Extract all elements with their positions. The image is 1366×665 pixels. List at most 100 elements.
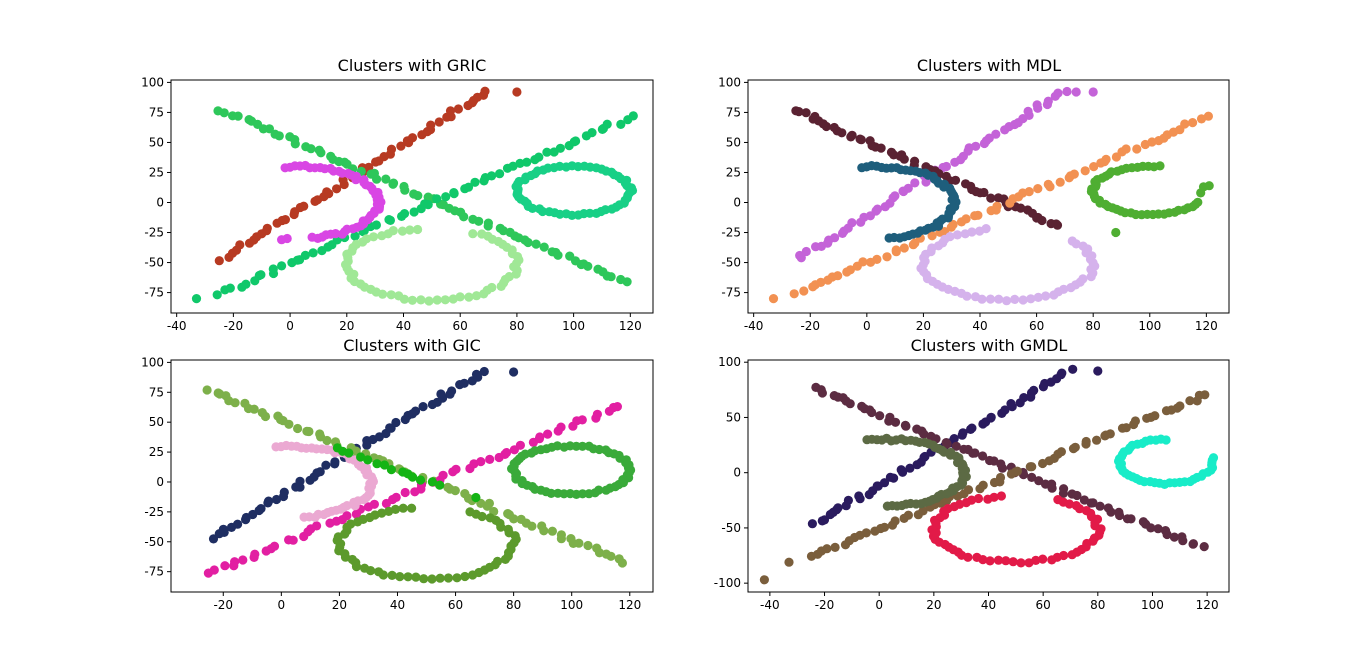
data-point <box>875 411 885 421</box>
x-tick-label: 40 <box>981 598 996 612</box>
data-point <box>833 271 843 281</box>
data-point <box>271 494 282 505</box>
data-point <box>858 257 868 267</box>
y-tick-label: 25 <box>726 165 741 179</box>
data-point <box>1069 169 1079 179</box>
data-point <box>1059 550 1069 561</box>
data-point <box>423 200 433 210</box>
data-point <box>903 183 913 193</box>
data-point <box>975 226 985 236</box>
data-point <box>830 233 840 243</box>
data-point <box>407 503 417 513</box>
data-point <box>1106 507 1116 517</box>
data-point <box>1016 558 1026 568</box>
data-point <box>948 219 958 230</box>
data-point <box>282 233 292 244</box>
data-point <box>1000 405 1010 415</box>
data-point <box>359 175 369 185</box>
data-point <box>209 565 219 575</box>
data-point <box>801 108 811 118</box>
x-tick-label: -20 <box>815 598 835 612</box>
data-point <box>322 435 332 446</box>
data-point <box>527 521 537 531</box>
data-point <box>400 185 410 195</box>
x-tick-label: 0 <box>863 319 871 333</box>
data-point <box>556 534 567 544</box>
data-point <box>302 426 312 436</box>
y-tick-label: 100 <box>718 355 741 369</box>
data-point <box>872 254 882 264</box>
data-point <box>233 519 243 529</box>
data-point <box>583 540 593 551</box>
data-point <box>1080 166 1090 176</box>
data-point <box>1043 179 1053 189</box>
data-point <box>847 218 857 228</box>
data-point <box>891 245 901 255</box>
data-point <box>901 421 911 431</box>
x-tick-label: 60 <box>1036 598 1051 612</box>
data-point <box>759 575 770 585</box>
data-point <box>1071 87 1081 97</box>
data-point <box>230 398 240 408</box>
data-point <box>427 477 437 487</box>
data-point <box>450 486 460 496</box>
data-point <box>419 574 429 584</box>
data-point <box>1146 523 1156 533</box>
data-point <box>1062 86 1072 97</box>
data-point <box>1041 291 1051 301</box>
data-point <box>225 283 235 293</box>
data-point <box>474 216 484 226</box>
data-point <box>949 434 959 444</box>
data-point <box>363 455 373 465</box>
data-point <box>1056 447 1066 457</box>
data-point <box>351 562 362 572</box>
data-point <box>963 552 973 562</box>
data-point <box>485 513 495 523</box>
data-point <box>1089 162 1099 172</box>
data-point <box>992 201 1002 211</box>
data-point <box>1121 144 1131 154</box>
data-point <box>553 250 563 260</box>
data-point <box>1169 532 1179 542</box>
subplot-gic: Clusters with GIC -20 0 20 40 60 80 100 120 -75 -… <box>141 336 654 612</box>
data-point <box>438 470 448 480</box>
data-point <box>1088 87 1098 97</box>
data-point <box>539 242 549 252</box>
data-point <box>386 290 396 300</box>
data-point <box>1068 364 1078 374</box>
y-tick-label: 0 <box>733 196 741 210</box>
y-tick-label: 50 <box>726 410 741 424</box>
data-point <box>612 402 623 412</box>
x-tick-label: 40 <box>972 319 987 333</box>
data-point <box>1092 435 1102 445</box>
data-point <box>387 570 397 581</box>
data-point <box>487 171 497 181</box>
x-tick-label: 60 <box>453 319 468 333</box>
data-point <box>539 526 549 536</box>
data-point <box>768 294 779 304</box>
data-point <box>445 106 456 116</box>
y-tick-label: 25 <box>149 165 164 179</box>
data-point <box>978 480 988 490</box>
data-point <box>388 179 398 189</box>
data-point <box>295 476 305 486</box>
data-point <box>979 187 989 198</box>
y-tick-label: -25 <box>144 226 164 240</box>
data-point <box>191 294 202 304</box>
data-point <box>471 492 481 503</box>
data-point <box>1093 366 1103 376</box>
data-point <box>830 542 840 553</box>
data-point <box>1031 555 1041 566</box>
data-point <box>784 557 794 567</box>
data-point <box>214 256 224 266</box>
x-tick-label: -40 <box>744 319 764 333</box>
data-point <box>1081 436 1091 447</box>
x-tick-label: 0 <box>875 598 883 612</box>
subplot-gric: Clusters with GRIC -40 -20 0 20 40 60 80 100 120… <box>141 56 654 333</box>
data-point <box>995 472 1006 483</box>
data-point <box>971 141 981 151</box>
y-tick-label: -50 <box>144 535 164 549</box>
data-point <box>321 460 331 470</box>
data-point <box>1071 501 1081 511</box>
data-point <box>342 511 352 521</box>
